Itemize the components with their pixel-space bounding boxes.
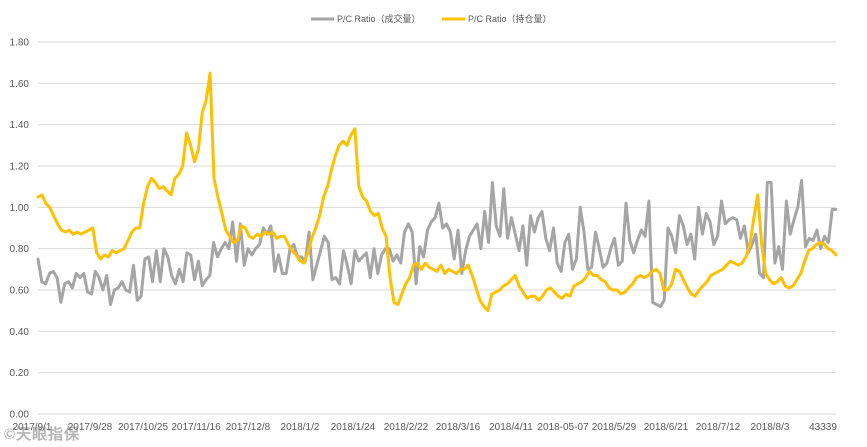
legend-label-volume: P/C Ratio（成交量） (337, 13, 421, 24)
series-lines (36, 71, 838, 313)
x-tick-label: 2017/10/25 (118, 422, 168, 433)
y-axis-ticks: 0.00 0.20 0.40 0.60 0.80 1.00 1.20 1.40 1.60 1.80 (10, 38, 30, 421)
x-tick-label: 2018/3/16 (436, 422, 481, 433)
x-tick-label: 2018/7/12 (696, 422, 741, 433)
y-tick-label: 0.40 (10, 327, 30, 338)
x-tick-label: 2018/6/21 (644, 422, 689, 433)
x-tick-label: 2017/9/1 (13, 422, 52, 433)
y-tick-label: 1.20 (10, 162, 30, 173)
x-tick-label: 43339 (809, 422, 837, 433)
y-tick-label: 0.60 (10, 286, 30, 297)
chart-legend: P/C Ratio（成交量） P/C Ratio（持仓量） (311, 13, 552, 24)
x-tick-label: 2018-05-07 (537, 422, 589, 433)
y-tick-label: 0.00 (10, 410, 30, 421)
x-tick-label: 2017/9/28 (68, 422, 113, 433)
series-line-open-interest (36, 71, 838, 313)
watermark-logo: ©天眼指保 (4, 426, 81, 443)
x-tick-label: 2018/4/11 (489, 422, 533, 433)
y-gridlines (38, 41, 836, 415)
x-tick-label: 2018/2/22 (384, 422, 429, 433)
legend-label-open-interest: P/C Ratio（持仓量） (468, 13, 552, 24)
x-tick-label: 2018/1/2 (281, 422, 320, 433)
y-tick-label: 0.80 (10, 244, 30, 255)
y-tick-label: 1.40 (10, 120, 30, 131)
y-tick-label: 1.80 (10, 38, 30, 49)
x-tick-label: 2018/8/3 (751, 422, 790, 433)
y-tick-label: 1.00 (10, 203, 30, 214)
series-line-volume (36, 179, 838, 308)
x-tick-label: 2018/5/29 (592, 422, 637, 433)
x-tick-label: 2017/11/16 (171, 422, 221, 433)
y-tick-label: 0.20 (10, 368, 30, 379)
y-tick-label: 1.60 (10, 79, 30, 90)
x-tick-label: 2017/12/8 (226, 422, 271, 433)
x-tick-label: 2018/1/24 (331, 422, 376, 433)
x-axis-ticks: 2017/9/1 2017/9/28 2017/10/25 2017/11/16 201… (13, 422, 838, 433)
